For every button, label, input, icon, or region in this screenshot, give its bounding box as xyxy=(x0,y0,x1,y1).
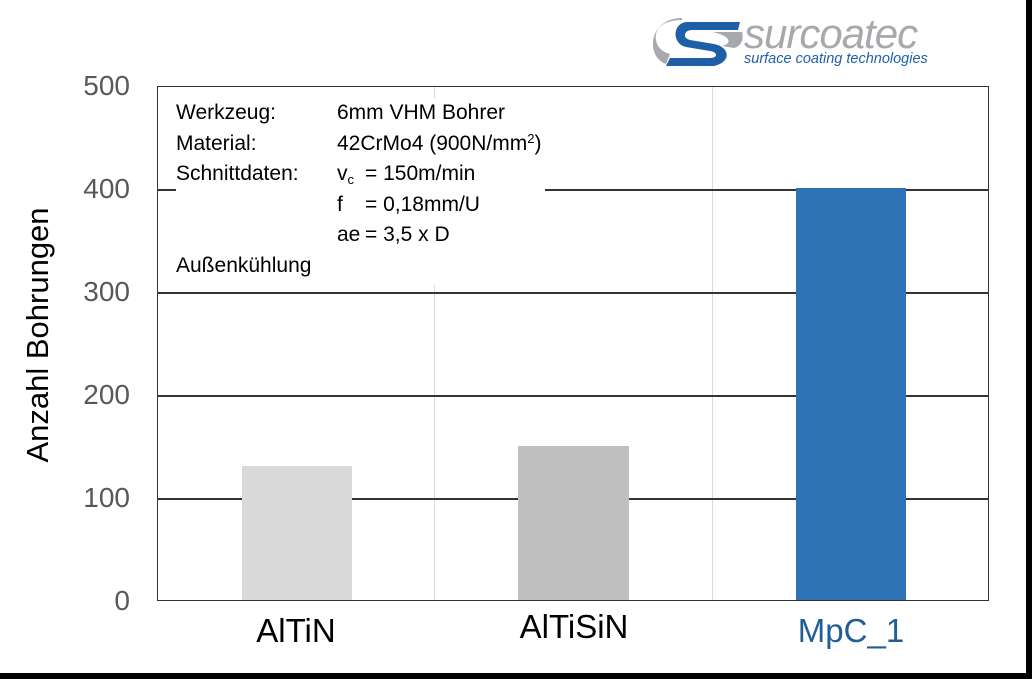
y-tick-400: 400 xyxy=(83,173,130,204)
f-value: f = 0,18mm/U xyxy=(337,192,480,216)
y-tick-100: 100 xyxy=(83,482,130,513)
gridline-300 xyxy=(158,292,988,294)
material-value: 42CrMo4 (900N/mm2) xyxy=(337,130,542,155)
test-conditions-box: Werkzeug: 6mm VHM Bohrer Material: 42CrM… xyxy=(176,98,546,285)
info-row-f: f = 0,18mm/U xyxy=(176,190,541,221)
x-label-mpc1: MpC_1 xyxy=(797,612,905,649)
surcoatec-logo: surcoatec surface coating technologies xyxy=(652,10,992,72)
info-row-tool: Werkzeug: 6mm VHM Bohrer xyxy=(176,98,541,129)
vc-value: vc = 150m/min xyxy=(337,162,476,187)
y-tick-300: 300 xyxy=(83,276,130,307)
cutting-data-label: Schnittdaten: xyxy=(176,162,299,185)
info-row-vc: Schnittdaten: vc = 150m/min xyxy=(176,159,541,190)
x-label-altisin: AlTiSiN xyxy=(519,608,629,645)
bar-mpc1 xyxy=(796,188,906,600)
info-row-cooling: Außenkühlung xyxy=(176,251,541,282)
x-label-altin: AlTiN xyxy=(256,612,336,649)
category-separator xyxy=(434,87,435,600)
info-row-material: Material: 42CrMo4 (900N/mm2) xyxy=(176,129,541,160)
logo-tagline: surface coating technologies xyxy=(744,51,928,67)
bar-altin xyxy=(242,466,352,600)
surcoatec-s-logo-icon xyxy=(652,18,743,66)
gridline-200 xyxy=(158,395,988,397)
tool-label: Werkzeug: xyxy=(176,101,276,124)
y-axis-title: Anzahl Bohrungen xyxy=(20,207,55,463)
category-separator xyxy=(712,87,713,600)
bar-altisin xyxy=(518,446,629,600)
tool-value: 6mm VHM Bohrer xyxy=(337,101,506,124)
material-label: Material: xyxy=(176,131,257,155)
cooling-value: Außenkühlung xyxy=(176,253,312,277)
ae-value: ae = 3,5 x D xyxy=(337,223,450,246)
y-tick-200: 200 xyxy=(83,379,130,410)
logo-wordmark: surcoatec xyxy=(744,10,918,57)
y-tick-500: 500 xyxy=(83,70,130,101)
y-tick-0: 0 xyxy=(114,585,130,616)
info-row-ae: ae = 3,5 x D xyxy=(176,220,541,251)
gridline-400 xyxy=(158,189,988,191)
